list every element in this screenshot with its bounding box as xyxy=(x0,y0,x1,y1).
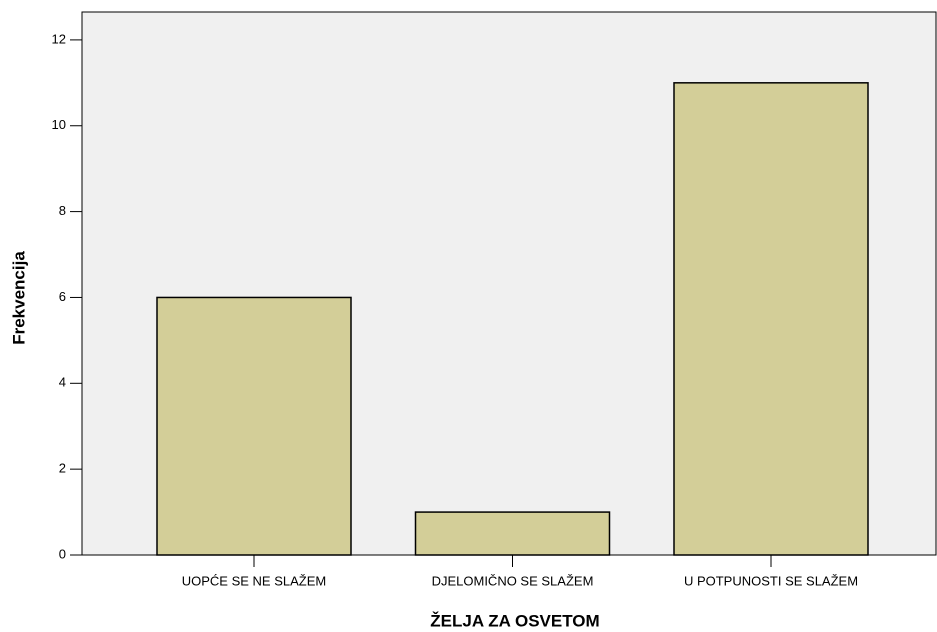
x-tick-label: UOPĆE SE NE SLAŽEM xyxy=(182,573,326,588)
x-axis-title: ŽELJA ZA OSVETOM xyxy=(430,611,599,630)
bar xyxy=(673,82,869,556)
y-tick-label: 12 xyxy=(52,31,66,46)
x-tick-label: U POTPUNOSTI SE SLAŽEM xyxy=(684,573,858,588)
y-axis-title: Frekvencija xyxy=(9,251,28,345)
y-tick-label: 2 xyxy=(59,461,66,476)
y-tick-label: 0 xyxy=(59,546,66,561)
bar xyxy=(156,296,352,556)
bar xyxy=(414,511,611,556)
y-tick-label: 8 xyxy=(59,203,66,218)
y-tick-label: 6 xyxy=(59,289,66,304)
y-tick-label: 4 xyxy=(59,375,66,390)
y-tick-label: 10 xyxy=(52,117,66,132)
x-tick-label: DJELOMIČNO SE SLAŽEM xyxy=(432,573,594,588)
